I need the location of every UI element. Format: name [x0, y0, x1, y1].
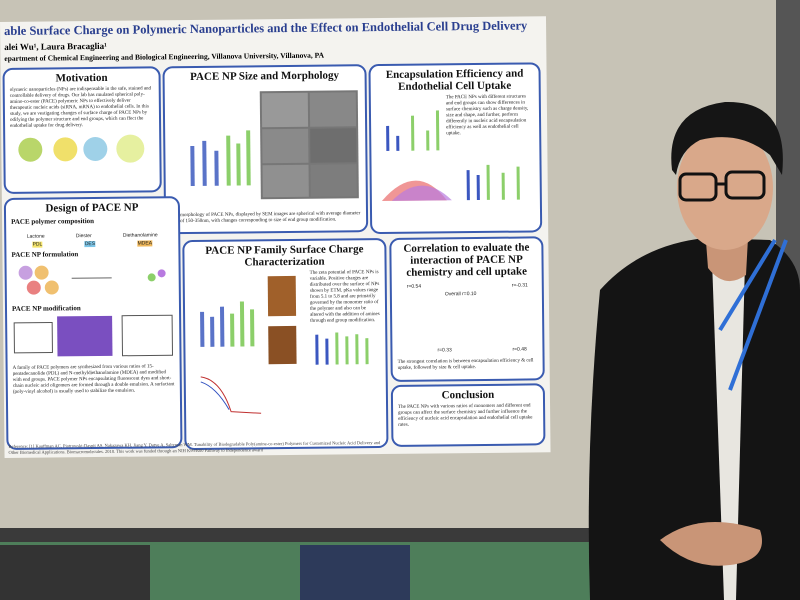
- neck: [705, 228, 748, 282]
- section-box: PACE NP Family Surface Charge Characteri…: [182, 237, 389, 451]
- shirt: [712, 260, 745, 600]
- figure: [315, 332, 369, 365]
- section-box: PACE NP Size and Morphology The morpholo…: [162, 64, 369, 235]
- figure: [381, 164, 520, 202]
- section-box: Design of PACE NP PACE polymer compositi…: [3, 196, 183, 450]
- hair: [671, 101, 783, 175]
- figure: [386, 110, 440, 151]
- poster: able Surface Charge on Polymeric Nanopar…: [0, 16, 551, 458]
- diagram: [18, 265, 166, 295]
- diagram: [18, 134, 145, 163]
- section-box: Encapsulation Efficiency and Endothelial…: [368, 62, 543, 235]
- table-figure: [13, 314, 174, 357]
- jacket: [588, 238, 800, 600]
- figure: [200, 275, 297, 414]
- glasses: [678, 170, 766, 202]
- visitor-legs: [300, 545, 410, 600]
- figure: [190, 90, 359, 200]
- visitor-legs: [0, 545, 150, 600]
- lanyard: [718, 238, 788, 391]
- hands: [660, 522, 762, 566]
- section-box: Motivation olymeric nanoparticles (NPs) …: [2, 66, 162, 194]
